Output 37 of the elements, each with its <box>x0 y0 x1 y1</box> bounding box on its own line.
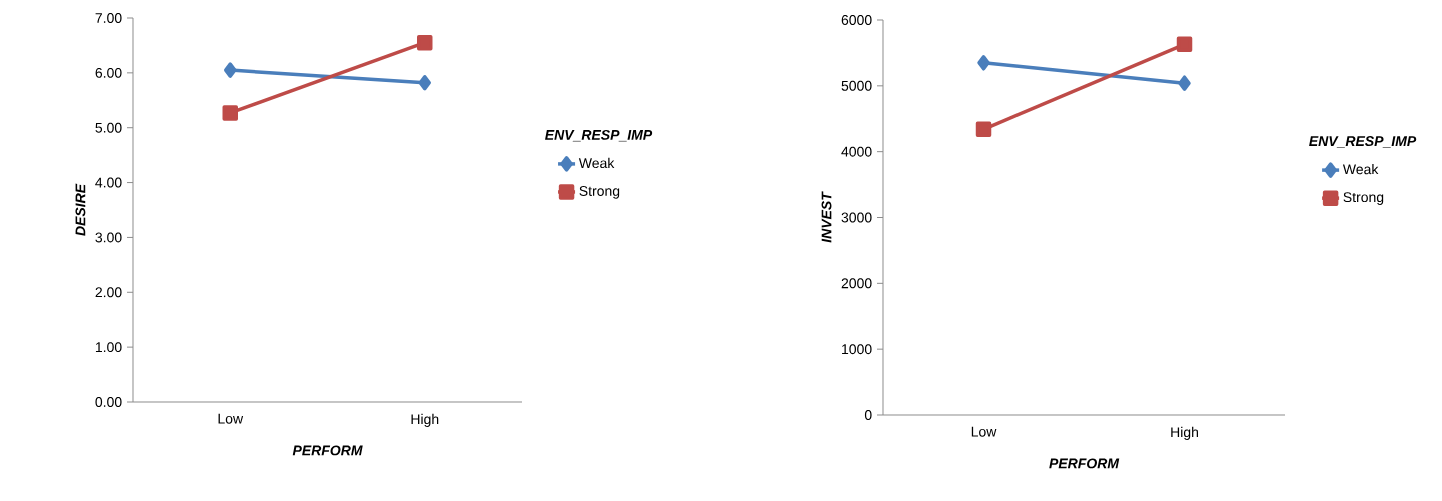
point <box>417 34 433 51</box>
y-axis-title: DESIRE <box>75 183 86 236</box>
y-tick-label: 5000 <box>841 80 872 91</box>
y-tick-label: 1000 <box>842 344 872 355</box>
y-tick-label: 0 <box>864 410 872 420</box>
point <box>1176 36 1193 53</box>
point <box>222 105 238 121</box>
legend-title: ENV_RESP_IMP <box>1309 136 1417 148</box>
y-tick-label: 0.00 <box>95 397 122 407</box>
y-tick-label: 2000 <box>841 278 872 289</box>
point <box>1178 75 1191 91</box>
x-axis-title: PERFORM <box>1049 458 1120 469</box>
legend-title: ENV_RESP_IMP <box>545 129 653 142</box>
y-tick-label: 4000 <box>841 146 872 157</box>
point <box>224 62 237 78</box>
y-axis-title: INVEST <box>821 191 832 243</box>
x-tick-label: Low <box>218 413 244 424</box>
point <box>975 121 992 138</box>
point <box>977 55 990 71</box>
y-tick-label: 6.00 <box>95 67 122 78</box>
y-tick-label: 3000 <box>841 212 872 223</box>
x-tick-label: High <box>411 413 439 427</box>
legend-label: Weak <box>578 157 615 169</box>
y-tick-label: 7.00 <box>95 13 122 23</box>
x-tick-label: High <box>1171 426 1198 440</box>
point <box>418 74 431 91</box>
legend-label: Strong <box>1343 192 1384 205</box>
y-tick-label: 6000 <box>841 15 872 25</box>
y-tick-label: 5.00 <box>95 122 122 133</box>
legend-label: Weak <box>1342 163 1379 175</box>
y-tick-label: 3.00 <box>95 232 122 243</box>
x-tick-label: Low <box>971 426 997 437</box>
y-tick-label: 4.00 <box>95 177 122 188</box>
y-tick-label: 2.00 <box>95 287 122 298</box>
y-tick-label: 1.00 <box>95 342 122 353</box>
x-axis-title: PERFORM <box>292 445 363 456</box>
legend-label: Strong <box>579 186 620 199</box>
